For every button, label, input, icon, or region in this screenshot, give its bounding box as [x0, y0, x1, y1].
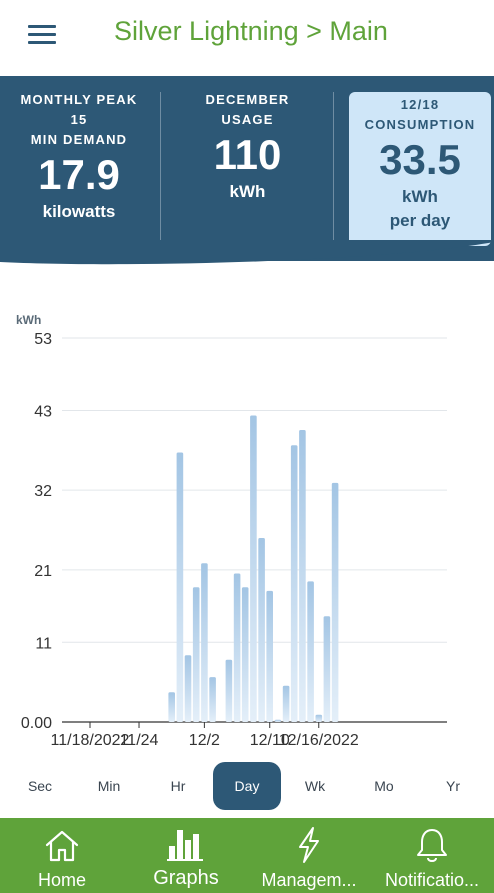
bar-12/16[interactable] [315, 714, 323, 722]
nav-management[interactable]: Managem... [248, 818, 370, 893]
x-tick-label: 12/16/2022 [279, 732, 359, 749]
monthly-peak-value: 17.9 [38, 151, 120, 198]
bar-11/28[interactable] [168, 692, 175, 722]
monthly-peak-unit: kilowatts [42, 202, 116, 221]
bell-icon [417, 829, 447, 862]
tab-wk[interactable]: Wk [304, 778, 326, 794]
monthly-peak-card[interactable]: MONTHLY PEAK 15 MIN DEMAND 17.9 kilowatt… [4, 90, 154, 224]
menu-icon-line [28, 33, 56, 36]
y-tick-label: 32 [34, 483, 52, 500]
bar-12/2[interactable] [201, 563, 208, 722]
tab-day[interactable]: Day [213, 762, 281, 810]
bar-12/10[interactable] [266, 590, 273, 722]
y-tick-label: 11 [35, 635, 52, 652]
nav-notifications-label: Notificatio... [384, 870, 480, 890]
bar-12/12[interactable] [282, 685, 290, 722]
consumption-value: 33.5 [379, 136, 461, 183]
consumption-label-2: CONSUMPTION [364, 117, 476, 132]
nav-home-label: Home [37, 870, 86, 890]
tab-hr[interactable]: Hr [170, 778, 186, 794]
y-tick-label: 21 [34, 563, 52, 580]
consumption-card[interactable]: 12/18 CONSUMPTION 33.5 kWh per day [349, 92, 491, 246]
bar-12/14[interactable] [299, 430, 306, 722]
monthly-peak-label-3: MIN DEMAND [30, 132, 128, 147]
bar-12/13[interactable] [290, 445, 298, 722]
tab-mo[interactable]: Mo [374, 778, 394, 794]
menu-button[interactable] [22, 18, 64, 50]
bar-12/17[interactable] [323, 616, 331, 722]
bar-chart-icon [167, 830, 203, 861]
consumption-label-1: 12/18 [400, 97, 440, 112]
monthly-peak-label-1: MONTHLY PEAK [20, 92, 138, 107]
bar-11/29[interactable] [176, 452, 184, 723]
usage-label-2: USAGE [221, 112, 274, 127]
page-title: Silver Lightning > Main [114, 16, 388, 46]
bar-12/5[interactable] [225, 659, 233, 722]
consumption-unit-1: kWh [402, 187, 438, 206]
y-axis-label: kWh [16, 313, 41, 327]
y-tick-label: 43 [34, 403, 52, 420]
bar-12/11[interactable] [274, 719, 282, 722]
x-tick-label: 11/18/2022 [51, 732, 130, 749]
nav-notifications[interactable]: Notificatio... [370, 818, 494, 893]
app-header: Silver Lightning > Main [0, 0, 494, 76]
y-axis-ticks: 53 43 32 21 11 0.00 [21, 331, 52, 732]
bar-12/18[interactable] [331, 482, 339, 722]
bar-12/6[interactable] [233, 573, 241, 723]
y-tick-label: 0.00 [21, 715, 52, 732]
stats-divider [333, 92, 334, 244]
stats-wave-decoration [0, 240, 494, 265]
bar-12/7[interactable] [241, 587, 249, 722]
menu-icon-line [28, 25, 56, 28]
nav-graphs-label: Graphs [153, 867, 219, 889]
nav-graphs[interactable]: Graphs [124, 818, 248, 893]
bottom-navigation: Home Graphs Managem... Notificatio... [0, 818, 494, 893]
tab-min[interactable]: Min [97, 778, 121, 794]
x-tick-label: 12/2 [189, 732, 220, 749]
stats-panel: MONTHLY PEAK 15 MIN DEMAND 17.9 kilowatt… [0, 76, 494, 261]
home-icon [45, 830, 79, 862]
nav-management-label: Managem... [261, 870, 357, 890]
bar-12/8[interactable] [250, 415, 257, 723]
december-usage-card[interactable]: DECEMBER USAGE 110 kWh [170, 90, 325, 204]
tab-sec[interactable]: Sec [27, 778, 53, 794]
lightning-icon [299, 827, 319, 863]
usage-unit: kWh [229, 182, 266, 201]
y-tick-label: 53 [34, 331, 52, 348]
bar-12/15[interactable] [307, 581, 314, 722]
bar-12/9[interactable] [258, 538, 265, 722]
tab-yr[interactable]: Yr [446, 778, 460, 794]
x-tick-label: 12/10 [250, 732, 290, 749]
consumption-unit-2: per day [389, 211, 451, 230]
monthly-peak-label-2: 15 [70, 112, 88, 127]
bar-12/3[interactable] [209, 677, 216, 722]
bar-12/1[interactable] [192, 587, 200, 722]
stats-divider [160, 92, 161, 244]
bar-11/30[interactable] [184, 655, 192, 722]
nav-home[interactable]: Home [0, 818, 124, 893]
usage-value: 110 [213, 131, 282, 178]
menu-icon-line [28, 41, 56, 44]
time-range-tabs: Sec Min Hr Day Wk Mo Yr [0, 762, 494, 812]
usage-label-1: DECEMBER [205, 92, 290, 107]
x-tick-label: 11/24 [120, 732, 159, 749]
chart-bars [168, 415, 339, 723]
